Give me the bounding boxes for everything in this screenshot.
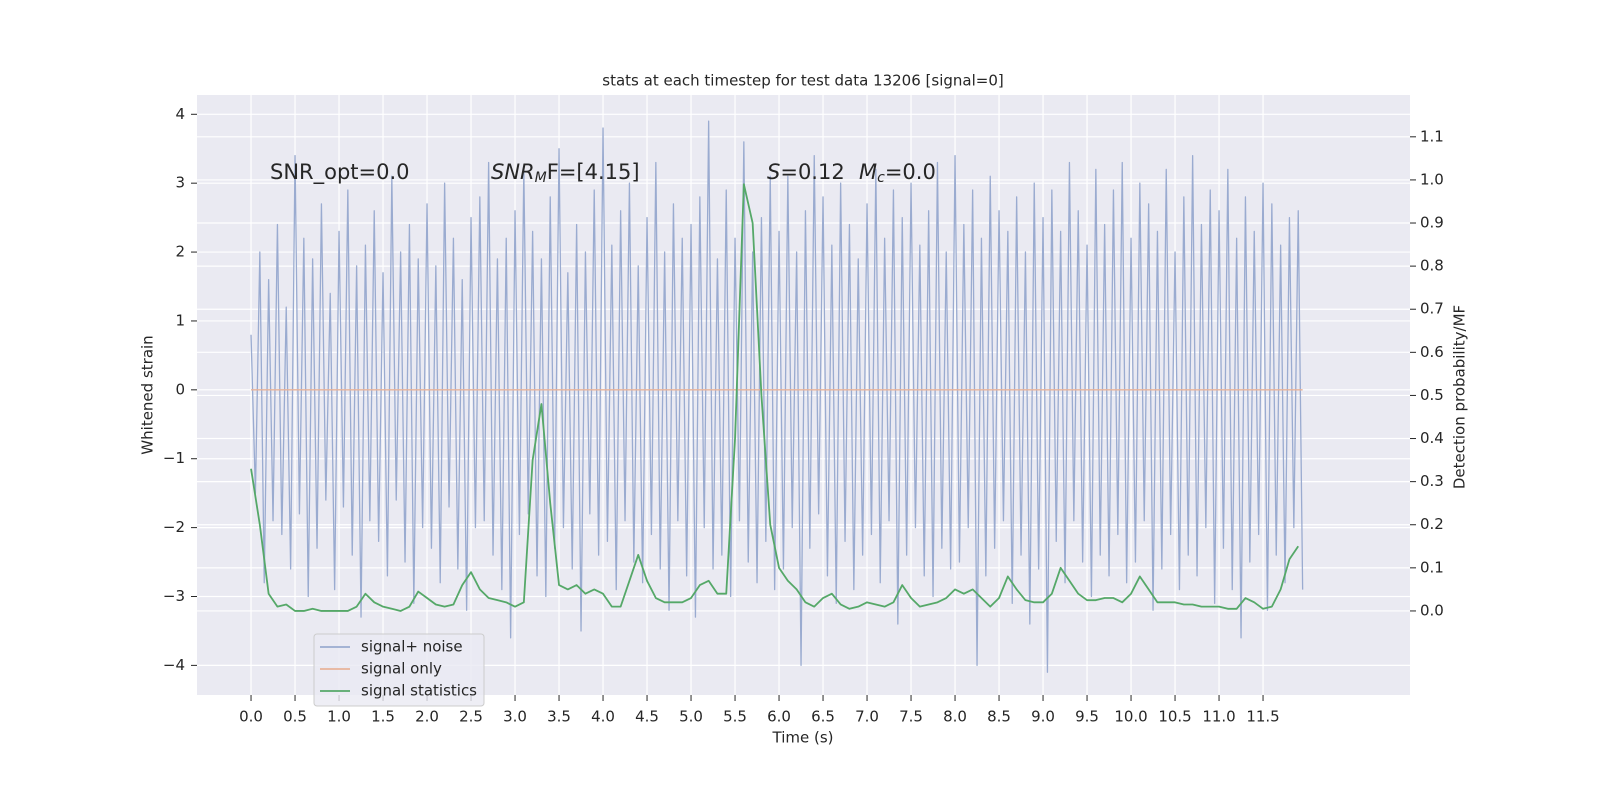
x-tick-label: 9.5 [1075,708,1099,726]
x-tick-label: 8.5 [987,708,1011,726]
y2-tick-label: 0.2 [1420,515,1444,533]
x-tick-label: 3.5 [547,708,571,726]
y-axis-label: Whitened strain [139,335,157,454]
x-tick-label: 7.0 [855,708,879,726]
y-tick-label: 3 [175,174,185,192]
y-tick-label: 2 [175,243,185,261]
annotation: Mc=0.0 [859,160,936,186]
x-tick-label: 2.0 [415,708,439,726]
legend: signal+ noise signal only signal statistic… [313,633,485,707]
annotation-sub: M [535,170,547,186]
annotation-part: SNR [491,160,535,184]
y2-tick-label: 0.1 [1420,558,1444,576]
legend-label: signal+ noise [361,638,463,656]
annotation-part: =0.0 [885,160,936,184]
series-line [250,120,1304,673]
y-tick-label: −4 [163,656,185,674]
x-tick-label: 6.5 [811,708,835,726]
annotation-part: =0.12 [780,160,844,184]
y-tick-label: 1 [175,311,185,329]
x-tick-label: 2.5 [459,708,483,726]
annotation: S=0.12 [767,160,845,184]
y2-tick-label: 0.6 [1420,343,1444,361]
x-tick-label: 1.0 [327,708,351,726]
x-tick-label: 3.0 [503,708,527,726]
grid [197,95,1410,695]
y-tick-label: 0 [175,380,185,398]
x-tick-label: 8.0 [943,708,967,726]
x-tick-label: 11.0 [1202,708,1235,726]
y2-tick-label: 0.4 [1420,429,1444,447]
annotation: SNR_opt=0.0 [270,160,410,185]
annotation-sub: c [877,170,885,186]
legend-label: signal statistics [361,682,477,700]
y2-tick-label: 0.9 [1420,214,1444,232]
annotation-part: M [859,160,877,184]
axes: 0.0 0.5 1.0 1.5 2.0 2.5 3.0 3.5 4.0 4.5 5.0 5.5 6.0 6… [163,105,1444,726]
x-tick-label: 5.0 [679,708,703,726]
annotation: SNRMF=[4.15] [491,160,640,186]
y2-tick-label: 0.0 [1420,601,1444,619]
y2-axis-label: Detection probability/MF [1451,305,1469,489]
y-tick-label: −2 [163,518,185,536]
x-tick-label: 4.0 [591,708,615,726]
x-tick-label: 4.5 [635,708,659,726]
chart-title: stats at each timestep for test data 132… [602,72,1003,90]
y2-tick-label: 0.5 [1420,386,1444,404]
x-axis-label: Time (s) [772,729,834,747]
x-tick-label: 5.5 [723,708,747,726]
y2-tick-label: 1.0 [1420,170,1444,188]
x-tick-label: 11.5 [1246,708,1279,726]
annotation-part: F=[4.15] [547,160,640,184]
x-tick-label: 7.5 [899,708,923,726]
legend-box [313,633,485,707]
x-tick-label: 9.0 [1031,708,1055,726]
marks [250,120,1304,673]
y-tick-label: −1 [163,449,185,467]
x-tick-label: 1.5 [371,708,395,726]
legend-label: signal only [361,660,442,678]
series-line [250,183,1299,612]
y2-tick-label: 0.3 [1420,472,1444,490]
y2-tick-label: 1.1 [1420,127,1444,145]
y-tick-label: −3 [163,587,185,605]
x-tick-label: 0.0 [239,708,263,726]
annotation-part: S [767,160,780,184]
y2-tick-label: 0.7 [1420,300,1444,318]
x-tick-label: 0.5 [283,708,307,726]
x-tick-label: 10.0 [1114,708,1147,726]
y2-tick-label: 0.8 [1420,257,1444,275]
x-tick-label: 6.0 [767,708,791,726]
y-tick-label: 4 [175,105,185,123]
x-tick-label: 10.5 [1158,708,1191,726]
